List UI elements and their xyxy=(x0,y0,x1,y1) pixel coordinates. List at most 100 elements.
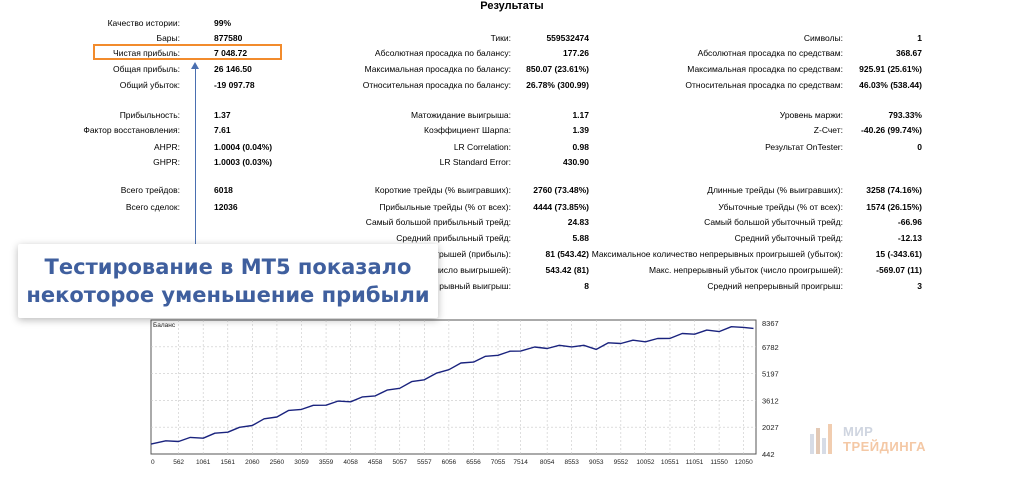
col3-value: 368.67 xyxy=(896,48,922,58)
col1-value: -19 097.78 xyxy=(214,80,255,90)
net-profit-highlight xyxy=(93,44,282,60)
col2-label: Короткие трейды (% выигравших): xyxy=(374,185,511,195)
col3-value: 0 xyxy=(917,142,922,152)
col1-value: 877580 xyxy=(214,33,243,43)
x-tick-label: 0 xyxy=(151,459,155,466)
col3-label: Z-Счет: xyxy=(813,125,843,135)
col1-value: 1.0003 (0.03%) xyxy=(214,157,273,167)
col1-value: 6018 xyxy=(214,185,233,195)
col1-label: Качество истории: xyxy=(107,18,180,28)
col3-label: Уровень маржи: xyxy=(779,110,843,120)
col2-value: 81 (543.42) xyxy=(545,249,589,259)
y-axis-label: Баланс xyxy=(153,322,176,329)
col3-value: 3 xyxy=(917,281,922,291)
col1-value: 12036 xyxy=(214,202,238,212)
x-tick-label: 10551 xyxy=(661,459,679,466)
col3-label: Убыточные трейды (% от всех): xyxy=(718,202,843,212)
col2-label: Абсолютная просадка по балансу: xyxy=(374,48,511,58)
arrow-up-icon xyxy=(191,62,199,69)
x-tick-label: 3059 xyxy=(294,459,309,466)
col3-value: 793.33% xyxy=(888,110,922,120)
col3-value: -569.07 (11) xyxy=(876,265,922,275)
col3-value: 1574 (26.15%) xyxy=(866,202,922,212)
col3-label: Средний убыточный трейд: xyxy=(734,233,843,243)
y-tick-label: 442 xyxy=(762,450,775,459)
col3-value: 925.91 (25.61%) xyxy=(859,64,922,74)
col3-value: 3258 (74.16%) xyxy=(866,185,922,195)
col3-label: Абсолютная просадка по средствам: xyxy=(697,48,843,58)
col1-label: Всего трейдов: xyxy=(120,185,180,195)
col2-value: 559532474 xyxy=(546,33,589,43)
x-tick-label: 2060 xyxy=(245,459,260,466)
logo: МИР ТРЕЙДИНГА xyxy=(806,418,976,460)
x-tick-label: 7514 xyxy=(513,459,528,466)
x-tick-label: 11550 xyxy=(710,459,728,466)
col2-label: Максимальная просадка по балансу: xyxy=(364,64,511,74)
col1-label: Общая прибыль: xyxy=(113,64,180,74)
x-tick-label: 12050 xyxy=(735,459,753,466)
x-tick-label: 8553 xyxy=(564,459,579,466)
col1-label: Прибыльность: xyxy=(119,110,180,120)
col2-value: 430.90 xyxy=(563,157,589,167)
logo-text: МИР ТРЕЙДИНГА xyxy=(843,424,926,454)
arrow-line xyxy=(195,66,196,246)
col1-label: GHPR: xyxy=(153,157,180,167)
x-tick-label: 5057 xyxy=(393,459,408,466)
x-tick-label: 4558 xyxy=(368,459,383,466)
col2-label: LR Standard Error: xyxy=(439,157,511,167)
col2-label: Средний прибыльный трейд: xyxy=(396,233,511,243)
col3-label: Самый большой убыточный трейд: xyxy=(704,217,843,227)
col1-label: Фактор восстановления: xyxy=(83,125,180,135)
col2-value: 5.88 xyxy=(572,233,589,243)
y-tick-label: 5197 xyxy=(762,370,779,379)
x-tick-label: 9552 xyxy=(614,459,629,466)
plot-frame xyxy=(150,319,757,455)
col3-label: Результат OnTester: xyxy=(765,142,843,152)
col3-label: Максимальное количество непрерывных прои… xyxy=(591,249,843,259)
col3-label: Символы: xyxy=(803,33,843,43)
col1-label: Всего сделок: xyxy=(125,202,180,212)
x-tick-label: 1561 xyxy=(221,459,236,466)
x-tick-label: 3559 xyxy=(319,459,334,466)
balance-chart: 8367 6782 5197 3612 2027 442 0 562 1061 1561 2060 2… xyxy=(146,314,786,473)
y-tick-label: 3612 xyxy=(762,396,779,405)
col3-value: -66.96 xyxy=(897,217,922,227)
col2-value: 26.78% (300.99) xyxy=(526,80,589,90)
col2-label: LR Correlation: xyxy=(453,142,511,152)
report-title: Результаты xyxy=(480,0,544,12)
x-tick-label: 8054 xyxy=(540,459,555,466)
col1-value: 1.37 xyxy=(214,110,231,120)
col2-label: ыигрышей (прибыль): xyxy=(425,249,511,259)
col3-value: -12.13 xyxy=(897,233,922,243)
x-tick-label: 10052 xyxy=(636,459,654,466)
col2-value: 543.42 (81) xyxy=(545,265,589,275)
col2-label: Прибыльные трейды (% от всех): xyxy=(379,202,511,212)
x-tick-label: 11051 xyxy=(686,459,704,466)
x-tick-label: 5557 xyxy=(417,459,432,466)
x-tick-label: 4058 xyxy=(343,459,358,466)
col3-label: Относительная просадка по средствам: xyxy=(685,80,843,90)
x-tick-label: 7055 xyxy=(491,459,506,466)
col2-value: 1.17 xyxy=(572,110,589,120)
col3-value: 46.03% (538.44) xyxy=(859,80,922,90)
col2-label: Коэффициент Шарпа: xyxy=(424,125,511,135)
col2-label: Самый большой прибыльный трейд: xyxy=(365,217,511,227)
col2-label: Матожидание выигрыша: xyxy=(410,110,511,120)
col1-value: 7 048.72 xyxy=(214,48,248,58)
col3-label: Средний непрерывный проигрыш: xyxy=(707,281,843,291)
col2-value: 24.83 xyxy=(567,217,589,227)
col2-label: рывный выигрыш: xyxy=(439,281,511,291)
y-tick-label: 8367 xyxy=(762,319,779,328)
col1-label: Чистая прибыль: xyxy=(113,48,180,58)
balance-series-line xyxy=(150,326,754,445)
y-tick-label: 2027 xyxy=(762,423,779,432)
col3-label: Максимальная просадка по средствам: xyxy=(687,64,843,74)
col3-value: 1 xyxy=(917,33,922,43)
col2-label: число выигрышей): xyxy=(434,265,511,275)
col3-value: 15 (-343.61) xyxy=(875,249,922,259)
col2-value: 177.26 xyxy=(563,48,589,58)
x-tick-label: 6556 xyxy=(466,459,481,466)
col2-value: 2760 (73.48%) xyxy=(533,185,589,195)
x-tick-label: 1061 xyxy=(196,459,211,466)
col2-value: 0.98 xyxy=(572,142,589,152)
